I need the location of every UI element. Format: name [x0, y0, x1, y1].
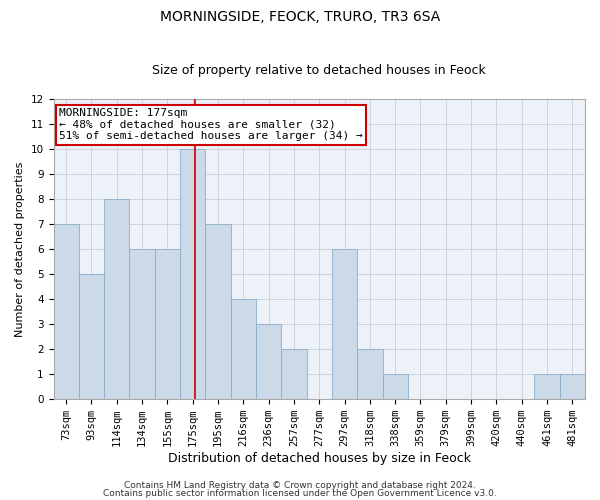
Bar [560, 374, 585, 399]
Bar [104, 199, 130, 399]
Bar [256, 324, 281, 399]
Bar [357, 349, 383, 399]
Y-axis label: Number of detached properties: Number of detached properties [15, 162, 25, 337]
Text: MORNINGSIDE: 177sqm
← 48% of detached houses are smaller (32)
51% of semi-detach: MORNINGSIDE: 177sqm ← 48% of detached ho… [59, 108, 362, 141]
Bar [155, 249, 180, 399]
X-axis label: Distribution of detached houses by size in Feock: Distribution of detached houses by size … [168, 452, 471, 465]
Title: Size of property relative to detached houses in Feock: Size of property relative to detached ho… [152, 64, 486, 77]
Text: Contains public sector information licensed under the Open Government Licence v3: Contains public sector information licen… [103, 488, 497, 498]
Bar [383, 374, 408, 399]
Bar [130, 249, 155, 399]
Bar [205, 224, 230, 399]
Bar [79, 274, 104, 399]
Bar [535, 374, 560, 399]
Text: MORNINGSIDE, FEOCK, TRURO, TR3 6SA: MORNINGSIDE, FEOCK, TRURO, TR3 6SA [160, 10, 440, 24]
Bar [332, 249, 357, 399]
Text: Contains HM Land Registry data © Crown copyright and database right 2024.: Contains HM Land Registry data © Crown c… [124, 481, 476, 490]
Bar [53, 224, 79, 399]
Bar [230, 299, 256, 399]
Bar [281, 349, 307, 399]
Bar [180, 149, 205, 399]
